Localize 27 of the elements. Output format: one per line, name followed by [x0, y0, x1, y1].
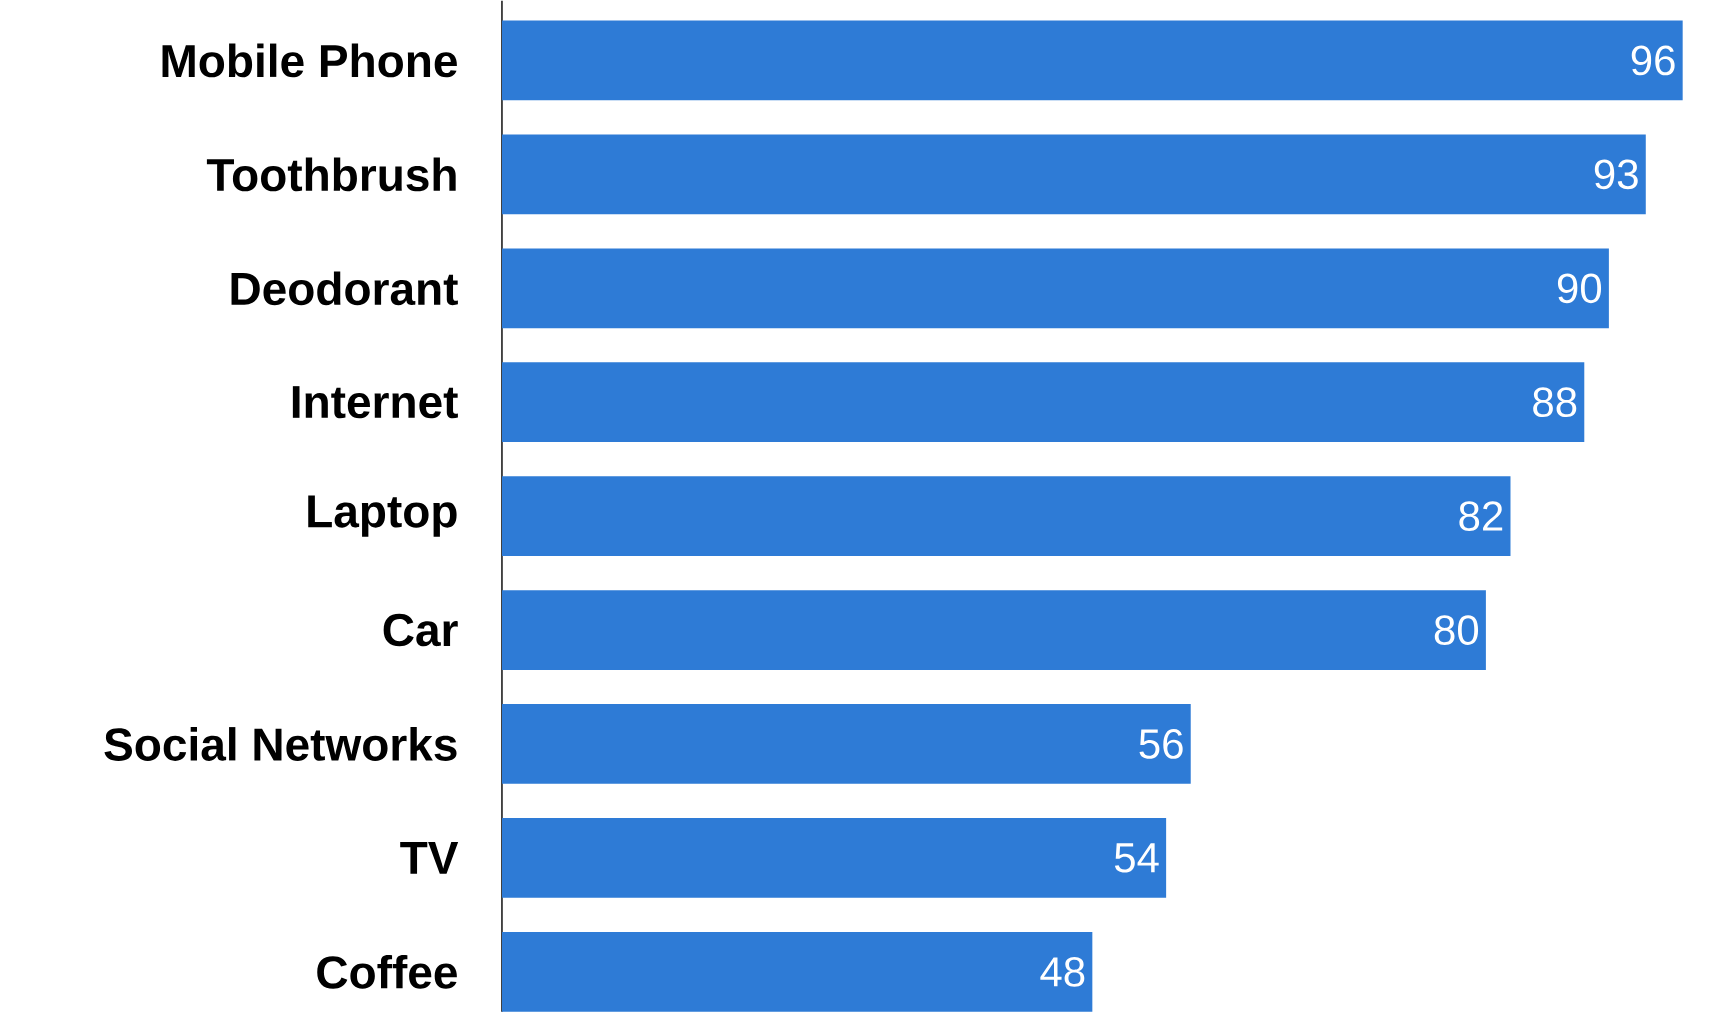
data-label: 90: [1557, 273, 1602, 303]
y-tick-label: Laptop: [308, 495, 457, 537]
data-label: 48: [1040, 956, 1085, 987]
bar: [502, 817, 1167, 898]
y-tick-label: Internet: [292, 385, 458, 419]
bar: [502, 362, 1585, 442]
data-label: 56: [1139, 728, 1183, 759]
y-tick-label: Social Networks: [104, 726, 457, 761]
bar: [502, 931, 1093, 1012]
bar: [502, 248, 1609, 328]
y-tick-label: Deodorant: [231, 271, 458, 305]
data-label: 93: [1594, 159, 1638, 190]
data-label: 88: [1533, 387, 1577, 417]
bar: [502, 589, 1486, 670]
y-tick-label: Car: [383, 613, 458, 647]
y-tick-label: Toothbrush: [206, 157, 456, 192]
bar: [502, 20, 1683, 101]
data-label: 96: [1631, 45, 1675, 76]
data-label: 80: [1434, 614, 1479, 645]
y-tick-label: TV: [400, 841, 459, 874]
bar: [502, 703, 1191, 784]
data-label: 54: [1114, 843, 1159, 873]
data-label: 82: [1459, 501, 1503, 531]
bar: [502, 134, 1646, 215]
y-tick-label: Mobile Phone: [162, 43, 457, 78]
bar: [502, 476, 1511, 556]
y-tick-label: Coffee: [317, 954, 457, 989]
